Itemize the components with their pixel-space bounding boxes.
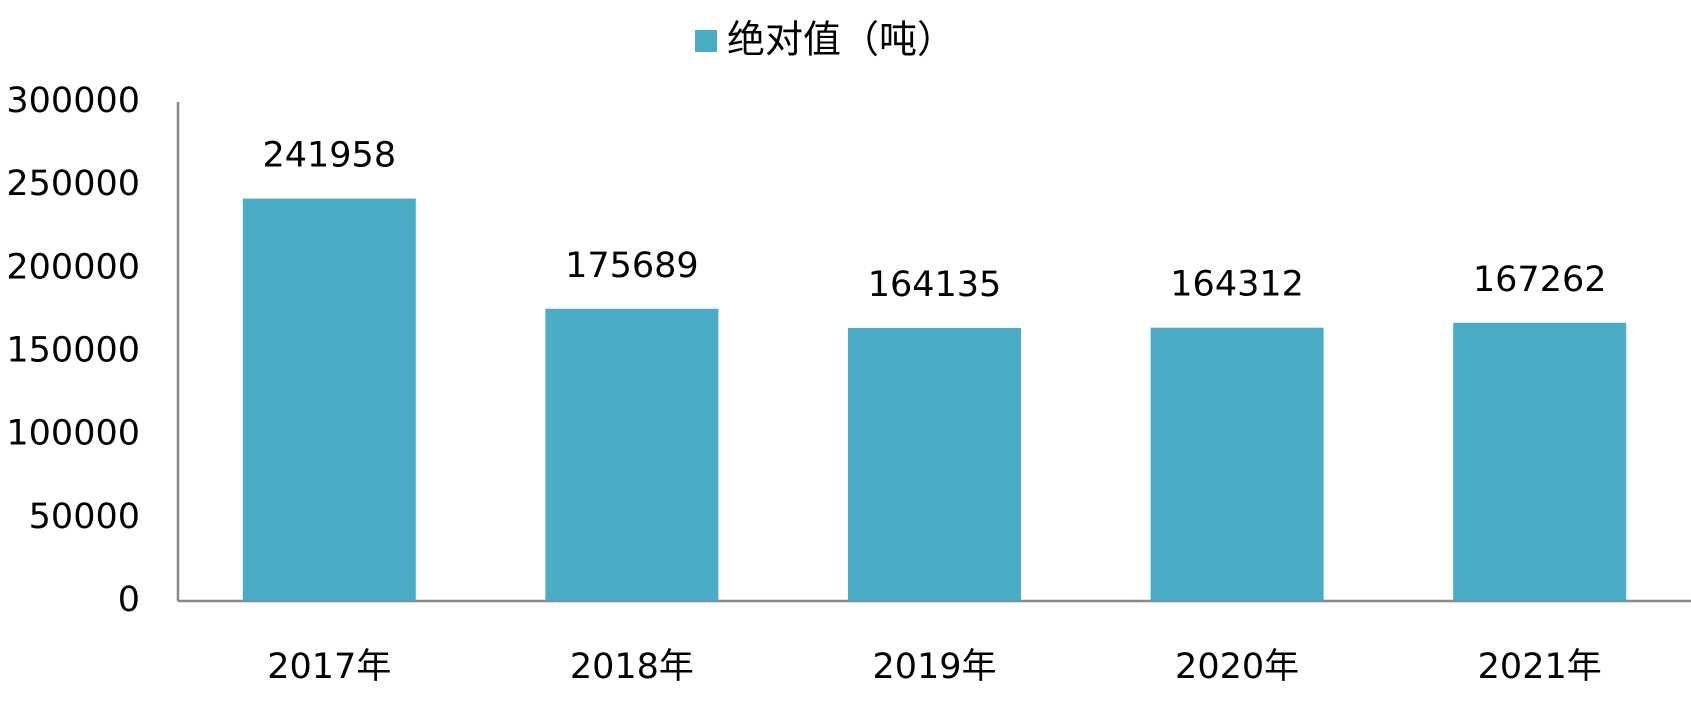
- bar: [545, 308, 719, 601]
- bar: [1453, 322, 1627, 601]
- bar: [1150, 327, 1324, 601]
- data-label: 175689: [565, 246, 699, 286]
- x-tick-label: 2017年: [267, 647, 391, 687]
- x-tick-label: 2019年: [872, 647, 996, 687]
- data-label: 164312: [1170, 265, 1304, 305]
- bar: [242, 198, 416, 601]
- y-tick-label: 150000: [6, 331, 140, 371]
- legend-label: 绝对值（吨）: [727, 18, 955, 62]
- x-tick-label: 2018年: [570, 647, 694, 687]
- y-tick-label: 200000: [6, 247, 140, 287]
- x-tick-label: 2021年: [1478, 647, 1602, 687]
- data-label: 241958: [262, 136, 396, 176]
- y-tick-label: 50000: [29, 497, 140, 537]
- y-tick-label: 300000: [6, 81, 140, 121]
- y-tick-label: 0: [118, 580, 140, 620]
- x-tick-label: 2020年: [1175, 647, 1299, 687]
- data-label: 164135: [868, 265, 1002, 305]
- data-label: 167262: [1473, 260, 1607, 300]
- y-tick-label: 100000: [6, 414, 140, 454]
- legend-swatch: [695, 30, 717, 52]
- y-tick-label: 250000: [6, 164, 140, 204]
- bar: [848, 327, 1021, 601]
